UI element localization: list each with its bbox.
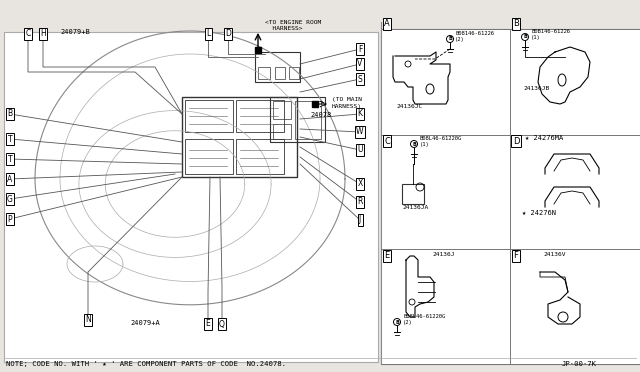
Text: N: N xyxy=(85,315,91,324)
Text: (1): (1) xyxy=(420,142,429,147)
Text: F: F xyxy=(358,45,362,54)
Bar xyxy=(255,52,300,82)
Bar xyxy=(511,135,639,248)
Bar xyxy=(381,135,509,248)
Bar xyxy=(236,139,284,174)
Bar xyxy=(4,32,378,362)
Text: 24078: 24078 xyxy=(310,112,332,118)
Text: (TO MAIN: (TO MAIN xyxy=(332,97,362,102)
Text: NOTE; CODE NO. WITH ' ★ ' ARE COMPONENT PARTS OF CODE  NO.24078.: NOTE; CODE NO. WITH ' ★ ' ARE COMPONENT … xyxy=(6,361,286,367)
Text: (2): (2) xyxy=(403,320,413,325)
Text: D: D xyxy=(225,29,231,38)
Bar xyxy=(295,101,321,139)
Text: H: H xyxy=(40,29,46,38)
Bar xyxy=(275,67,285,79)
Text: B08L46-61220G: B08L46-61220G xyxy=(403,314,445,319)
Text: R: R xyxy=(357,198,363,206)
Bar xyxy=(381,29,509,135)
Text: A: A xyxy=(384,19,390,29)
Bar xyxy=(402,184,424,204)
Bar xyxy=(258,67,270,79)
Text: A: A xyxy=(8,174,13,183)
Text: ★ 24276MA: ★ 24276MA xyxy=(525,135,563,141)
Text: S: S xyxy=(358,74,362,83)
Bar xyxy=(270,97,325,142)
Text: (1): (1) xyxy=(531,35,541,40)
Text: D: D xyxy=(513,137,519,145)
Text: ★ 24276N: ★ 24276N xyxy=(522,210,556,216)
Bar xyxy=(511,29,639,135)
Text: F: F xyxy=(513,251,518,260)
Text: W: W xyxy=(356,128,364,137)
Text: 24136V: 24136V xyxy=(543,252,566,257)
Text: B: B xyxy=(8,109,13,119)
Text: E: E xyxy=(205,320,211,328)
Text: B: B xyxy=(412,141,416,147)
Text: X: X xyxy=(357,180,363,189)
Text: V: V xyxy=(357,60,363,68)
Text: C: C xyxy=(26,29,31,38)
Bar xyxy=(273,124,291,139)
Bar xyxy=(236,100,284,132)
Text: 24136JC: 24136JC xyxy=(396,104,422,109)
Text: B: B xyxy=(395,320,399,324)
Text: Q: Q xyxy=(219,320,225,328)
Text: 24136JB: 24136JB xyxy=(523,86,549,91)
Text: E: E xyxy=(385,251,390,260)
Text: K: K xyxy=(358,109,362,119)
Text: B08146-61226: B08146-61226 xyxy=(455,31,494,36)
Text: <TO ENGINE ROOM: <TO ENGINE ROOM xyxy=(265,20,321,25)
Text: 24079+A: 24079+A xyxy=(130,320,160,326)
Bar xyxy=(381,29,640,364)
Text: HARNESS>: HARNESS> xyxy=(265,26,303,31)
Bar xyxy=(273,101,291,119)
Bar xyxy=(182,97,297,177)
Bar xyxy=(185,139,233,174)
Text: (2): (2) xyxy=(455,37,465,42)
Text: C: C xyxy=(384,137,390,145)
Text: 24136JA: 24136JA xyxy=(402,205,428,210)
Text: B: B xyxy=(523,35,527,39)
Bar xyxy=(381,250,509,363)
Text: HARNESS): HARNESS) xyxy=(332,104,362,109)
Text: U: U xyxy=(357,145,363,154)
Bar xyxy=(185,100,233,132)
Text: B08L46-61220G: B08L46-61220G xyxy=(420,136,462,141)
Text: J: J xyxy=(359,215,361,224)
Text: B0B146-61226: B0B146-61226 xyxy=(531,29,570,34)
Text: T: T xyxy=(8,154,12,164)
Text: 24136J: 24136J xyxy=(432,252,454,257)
Text: B: B xyxy=(448,36,452,42)
Text: T: T xyxy=(8,135,12,144)
Text: B: B xyxy=(513,19,519,29)
Text: P: P xyxy=(8,215,12,224)
Text: 24079+B: 24079+B xyxy=(60,29,90,35)
Bar xyxy=(511,250,639,363)
Text: JP·00·7K: JP·00·7K xyxy=(562,361,597,367)
Text: G: G xyxy=(7,195,13,203)
Text: L: L xyxy=(206,29,210,38)
Bar xyxy=(289,67,299,79)
